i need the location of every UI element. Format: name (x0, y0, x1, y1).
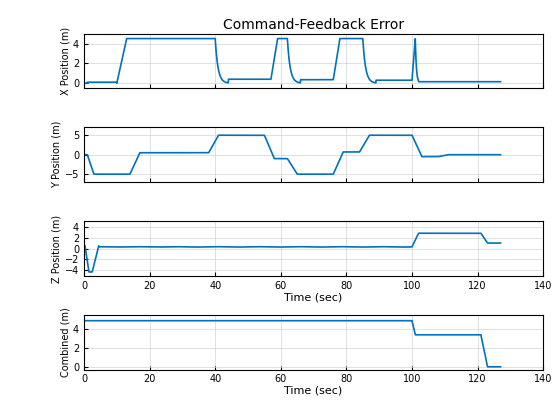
Y-axis label: X Position (m): X Position (m) (60, 27, 70, 95)
Y-axis label: Z Position (m): Z Position (m) (52, 215, 62, 283)
X-axis label: Time (sec): Time (sec) (284, 292, 343, 302)
Y-axis label: Y Position (m): Y Position (m) (52, 121, 62, 189)
X-axis label: Time (sec): Time (sec) (284, 386, 343, 396)
Title: Command-Feedback Error: Command-Feedback Error (223, 18, 404, 32)
Y-axis label: Combined (m): Combined (m) (60, 307, 70, 377)
